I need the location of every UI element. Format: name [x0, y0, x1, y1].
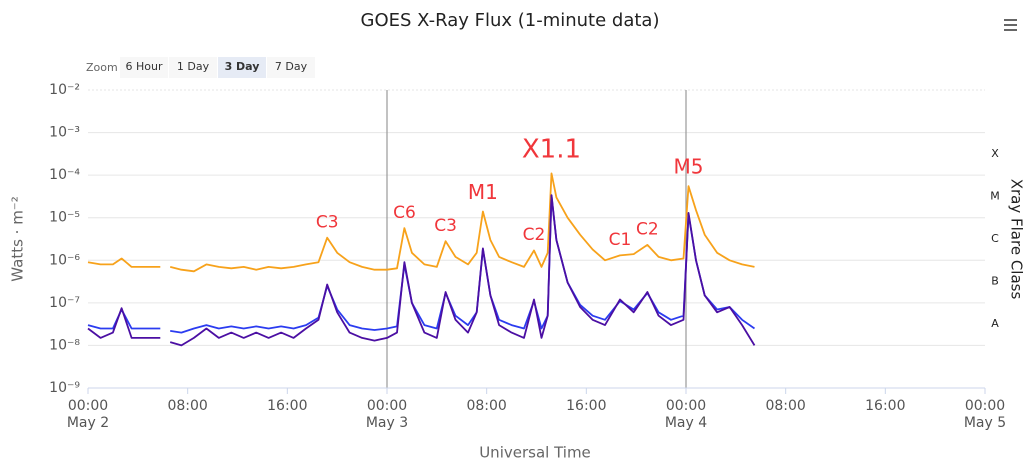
y-tick-label: 10⁻⁴ [49, 167, 80, 183]
x-tick-date: May 2 [67, 415, 109, 431]
series-line [87, 194, 756, 334]
zoom-button[interactable]: 7 Day [267, 57, 315, 78]
y2-tick-label: C [991, 232, 999, 245]
y-tick-label: 10⁻⁵ [49, 210, 80, 226]
x-axis-title: Universal Time [479, 444, 591, 462]
x-tick-label: 16:00 [267, 398, 307, 414]
zoom-button-bg[interactable] [169, 57, 217, 78]
zoom-button-bg[interactable] [120, 57, 168, 78]
y2-tick-label: B [991, 275, 999, 288]
series-line [87, 194, 756, 347]
x-tick-date: May 4 [665, 415, 707, 431]
zoom-button-bg[interactable] [218, 57, 266, 78]
y-axis-title: Watts · m⁻² [9, 196, 27, 282]
y2-tick-label: A [991, 317, 999, 330]
y-tick-label: 10⁻² [49, 82, 80, 98]
x-tick-label: 08:00 [466, 398, 506, 414]
x-tick-label: 16:00 [865, 398, 905, 414]
zoom-button[interactable]: 1 Day [169, 57, 217, 78]
flare-annotation: M1 [468, 180, 498, 204]
x-tick-label: 00:00 [666, 398, 706, 414]
zoom-button[interactable]: 3 Day [218, 57, 266, 78]
menu-bar [1004, 29, 1017, 31]
zoom-button-label[interactable]: 7 Day [275, 60, 308, 73]
chart-title: GOES X-Ray Flux (1-minute data) [361, 10, 660, 31]
flare-annotation: X1.1 [522, 134, 581, 164]
y-tick-label: 10⁻⁷ [49, 295, 80, 311]
y-tick-label: 10⁻⁸ [49, 337, 80, 353]
y-tick-label: 10⁻⁶ [49, 252, 80, 268]
y-tick-label: 10⁻³ [49, 125, 80, 141]
flare-annotation: C2 [523, 225, 546, 245]
flare-annotation: M5 [673, 155, 703, 179]
menu-button[interactable] [1000, 16, 1020, 36]
zoom-button-label[interactable]: 6 Hour [126, 60, 163, 73]
flare-annotation: C3 [316, 212, 339, 232]
y-tick-label: 10⁻⁹ [49, 380, 80, 396]
y2-axis-title: Xray Flare Class [1008, 179, 1026, 300]
series-line [87, 172, 755, 273]
y2-tick-label: M [990, 189, 1000, 202]
zoom-button[interactable]: 6 Hour [120, 57, 168, 78]
zoom-button-label[interactable]: 3 Day [225, 60, 260, 73]
zoom-label: Zoom [86, 61, 118, 74]
flare-annotation: C2 [636, 220, 659, 240]
x-tick-date: May 5 [964, 415, 1006, 431]
menu-bar [1004, 24, 1017, 26]
x-tick-date: May 3 [366, 415, 408, 431]
x-tick-label: 16:00 [566, 398, 606, 414]
x-tick-label: 00:00 [965, 398, 1005, 414]
zoom-button-bg[interactable] [267, 57, 315, 78]
y2-tick-label: X [991, 147, 999, 160]
flare-annotation: C3 [434, 216, 457, 236]
flare-annotation: C1 [609, 230, 632, 250]
x-tick-label: 00:00 [367, 398, 407, 414]
x-tick-label: 08:00 [765, 398, 805, 414]
x-tick-label: 08:00 [167, 398, 207, 414]
zoom-button-label[interactable]: 1 Day [177, 60, 210, 73]
menu-bar [1004, 19, 1017, 21]
flare-annotation: C6 [393, 203, 416, 223]
x-tick-label: 00:00 [68, 398, 108, 414]
